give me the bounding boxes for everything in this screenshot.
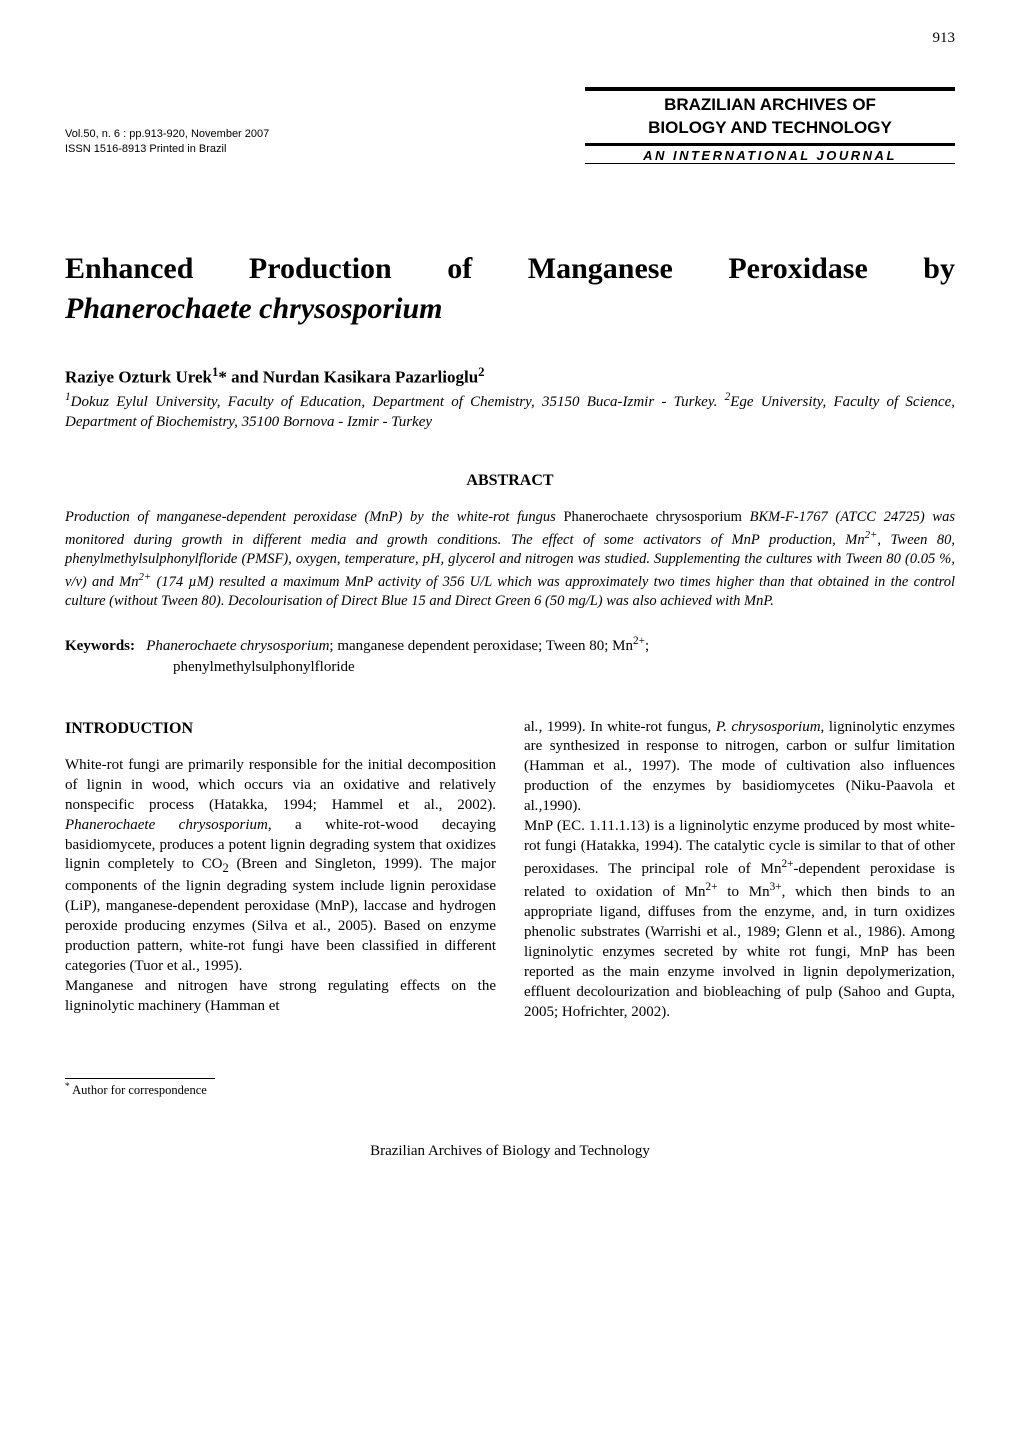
- journal-title-l2: BIOLOGY AND TECHNOLOGY: [648, 118, 892, 137]
- journal-title-l1: BRAZILIAN ARCHIVES OF: [664, 95, 876, 114]
- kw-species: Phanerochaete chrysosporium: [146, 638, 329, 654]
- rp1i: 1990).: [542, 798, 581, 814]
- body-columns: INTRODUCTION White-rot fungi are primari…: [65, 718, 955, 1023]
- article-title-line2: Phanerochaete chrysosporium: [65, 289, 955, 330]
- footnote-rule: [65, 1078, 215, 1079]
- left-p1: White-rot fungi are primarily responsibl…: [65, 756, 496, 977]
- footnote: * Author for correspondence: [65, 1082, 955, 1098]
- volume-info: Vol.50, n. 6 : pp.913-920, November 2007…: [65, 127, 269, 164]
- lp1g: .,: [192, 958, 200, 974]
- left-p2: Manganese and nitrogen have strong regul…: [65, 977, 496, 1017]
- abstract-heading: ABSTRACT: [65, 472, 955, 490]
- rp2s3: 3+: [770, 881, 782, 893]
- rp2e: .,: [733, 924, 741, 940]
- rp2s2: 2+: [706, 881, 718, 893]
- kw-semi: ;: [645, 638, 649, 654]
- abs-sup2: 2+: [138, 571, 151, 583]
- introduction-heading: INTRODUCTION: [65, 718, 496, 739]
- journal-subtitle: AN INTERNATIONAL JOURNAL: [585, 146, 955, 164]
- lp1h: 1995).: [200, 958, 243, 974]
- rp2s1: 2+: [781, 858, 793, 870]
- left-column: INTRODUCTION White-rot fungi are primari…: [65, 718, 496, 1023]
- rp1-species: P. chrysosporium: [716, 719, 821, 735]
- rp1f: .,: [624, 758, 632, 774]
- vol-line1: Vol.50, n. 6 : pp.913-920, November 2007: [65, 127, 269, 141]
- affil-1-text: Dokuz Eylul University, Faculty of Educa…: [71, 394, 725, 410]
- author-2: Nurdan Kasikara Pazarlioglu: [263, 368, 478, 387]
- author-2-affil-sup: 2: [478, 365, 484, 379]
- keywords: Keywords: Phanerochaete chrysosporium; m…: [65, 634, 955, 678]
- authors-and: and: [227, 368, 263, 387]
- author-1: Raziye Ozturk Urek: [65, 368, 212, 387]
- rp2j: 2005; Hofrichter, 2002).: [524, 1004, 670, 1020]
- lp1e: .,: [323, 918, 331, 934]
- header-row: Vol.50, n. 6 : pp.913-920, November 2007…: [65, 87, 955, 164]
- abstract-body: Production of manganese-dependent peroxi…: [65, 508, 955, 611]
- footnote-text: Author for correspondence: [70, 1083, 207, 1097]
- abs-species: Phanerochaete chrysosporium: [563, 509, 741, 525]
- page-number: 913: [65, 30, 955, 47]
- lp1a: White-rot fungi are primarily responsibl…: [65, 757, 496, 813]
- right-p1: al., 1999). In white-rot fungus, P. chry…: [524, 718, 955, 818]
- rp2c: to Mn: [718, 884, 770, 900]
- vol-line2: ISSN 1516-8913 Printed in Brazil: [65, 142, 269, 156]
- rp2f: 1989; Glenn et al: [741, 924, 854, 940]
- rp2i: ,: [951, 984, 955, 1000]
- kw-sup: 2+: [633, 635, 645, 647]
- right-p2: MnP (EC. 1.11.1.13) is a ligninolytic en…: [524, 817, 955, 1022]
- rp1a: al: [524, 719, 535, 735]
- affiliations: 1Dokuz Eylul University, Faculty of Educ…: [65, 390, 955, 433]
- keywords-label: Keywords:: [65, 638, 135, 654]
- rp2g: .,: [854, 924, 862, 940]
- abs-t4: (174 µM) resulted a maximum MnP activity…: [65, 573, 955, 609]
- abs-t1: Production of manganese-dependent peroxi…: [65, 509, 563, 525]
- authors: Raziye Ozturk Urek1* and Nurdan Kasikara…: [65, 365, 955, 388]
- lp1-species: Phanerochaete chrysosporium: [65, 817, 268, 833]
- kw-line2: phenylmethylsulphonylfloride: [65, 657, 955, 678]
- abs-sup1: 2+: [865, 529, 878, 541]
- rp1c: 1999). In white-rot fungus,: [542, 719, 716, 735]
- author-1-corr-star: *: [218, 368, 227, 387]
- right-column: al., 1999). In white-rot fungus, P. chry…: [524, 718, 955, 1023]
- article-title-line1: Enhanced Production of Manganese Peroxid…: [65, 249, 955, 290]
- footer-journal-name: Brazilian Archives of Biology and Techno…: [65, 1143, 955, 1160]
- journal-title: BRAZILIAN ARCHIVES OF BIOLOGY AND TECHNO…: [585, 87, 955, 146]
- kw-rest: ; manganese dependent peroxidase; Tween …: [329, 638, 633, 654]
- journal-masthead: BRAZILIAN ARCHIVES OF BIOLOGY AND TECHNO…: [585, 87, 955, 164]
